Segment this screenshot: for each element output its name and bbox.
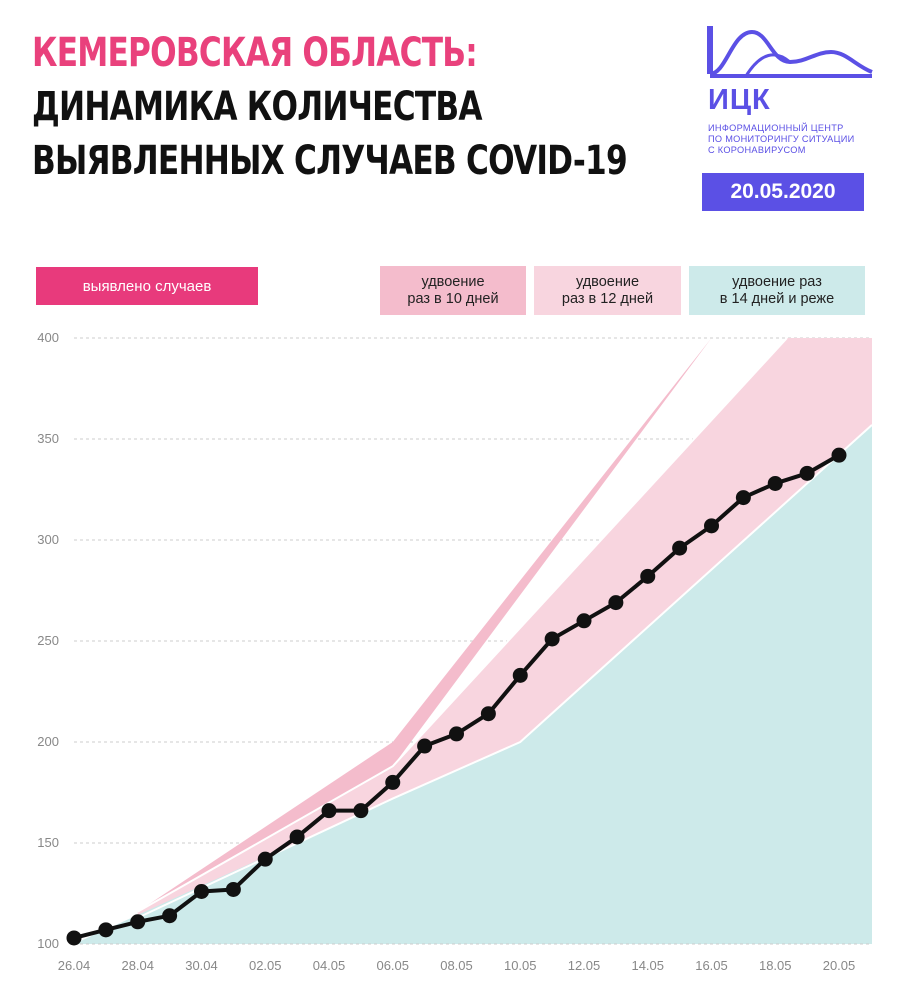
legend-line: раз в 10 дней (407, 290, 499, 307)
logo-subtitle-line: С КОРОНАВИРУСОМ (708, 145, 806, 155)
logo-name: ИЦК (708, 84, 771, 116)
legend-cases: выявлено случаев (36, 267, 258, 305)
data-point (672, 540, 688, 556)
data-point (66, 930, 82, 946)
y-tick-label: 150 (37, 835, 59, 850)
data-point (385, 774, 401, 790)
x-tick-label: 02.05 (249, 958, 282, 973)
logo-subtitle-line: ПО МОНИТОРИНГУ СИТУАЦИИ (708, 134, 855, 144)
x-tick-label: 04.05 (313, 958, 346, 973)
x-tick-label: 30.04 (185, 958, 218, 973)
data-point (225, 881, 241, 897)
x-tick-label: 08.05 (440, 958, 473, 973)
title-line-2: ДИНАМИКА КОЛИЧЕСТВА (32, 84, 482, 130)
title-region: КЕМЕРОВСКАЯ ОБЛАСТЬ: (32, 30, 478, 76)
x-tick-label: 26.04 (58, 958, 91, 973)
y-tick-label: 100 (37, 936, 59, 951)
data-point (735, 490, 751, 506)
legend-line: раз в 12 дней (561, 290, 654, 307)
data-point (640, 568, 656, 584)
data-point (353, 803, 369, 819)
x-tick-label: 14.05 (631, 958, 664, 973)
x-tick-label: 28.04 (121, 958, 154, 973)
mountain-logo-icon (707, 26, 873, 78)
x-tick-label: 16.05 (695, 958, 728, 973)
legend-line: в 14 дней и реже (719, 290, 835, 307)
y-tick-label: 200 (37, 734, 59, 749)
y-tick-label: 350 (37, 431, 59, 446)
data-point (321, 803, 337, 819)
data-point (417, 738, 433, 754)
band-doubling-12 (137, 338, 872, 916)
legend-line: удвоение раз (732, 273, 822, 290)
legend-line: удвоение (575, 273, 640, 290)
x-tick-label: 10.05 (504, 958, 537, 973)
title-line-3: ВЫЯВЛЕННЫХ СЛУЧАЕВ COVID-19 (32, 138, 628, 184)
band-separator (137, 337, 788, 913)
y-tick-label: 250 (37, 633, 59, 648)
band-doubling-14 (74, 424, 872, 944)
x-tick-label: 20.05 (823, 958, 856, 973)
data-point (130, 914, 146, 930)
x-tick-label: 06.05 (376, 958, 409, 973)
logo-subtitle-line: ИНФОРМАЦИОННЫЙ ЦЕНТР (708, 123, 844, 133)
data-point (544, 631, 560, 647)
legend-line: удвоение (421, 273, 485, 290)
legend-doubling-10: удвоение раз в 10 дней (380, 266, 526, 315)
data-point (162, 908, 178, 924)
date-badge: 20.05.2020 (702, 173, 864, 211)
y-tick-label: 400 (37, 330, 59, 345)
data-point (194, 883, 209, 899)
data-point (257, 851, 273, 867)
data-point (98, 922, 114, 938)
data-point (512, 667, 528, 683)
legend-doubling-14: удвоение раз в 14 дней и реже (689, 266, 865, 315)
data-point (704, 518, 719, 534)
data-point (767, 475, 783, 491)
y-tick-label: 300 (37, 532, 59, 547)
x-tick-label: 12.05 (568, 958, 601, 973)
data-point (576, 613, 592, 629)
data-point (608, 595, 624, 611)
data-point (289, 829, 305, 845)
ick-logo: ИЦК ИНФОРМАЦИОННЫЙ ЦЕНТР ПО МОНИТОРИНГУ … (706, 22, 876, 155)
legend-doubling-12: удвоение раз в 12 дней (534, 266, 681, 315)
data-point (799, 465, 815, 481)
data-point (480, 706, 496, 722)
chart-title: КЕМЕРОВСКАЯ ОБЛАСТЬ: ДИНАМИКА КОЛИЧЕСТВА… (32, 26, 628, 188)
logo-subtitle: ИНФОРМАЦИОННЫЙ ЦЕНТР ПО МОНИТОРИНГУ СИТУ… (708, 123, 883, 156)
data-point (449, 726, 464, 742)
x-tick-label: 18.05 (759, 958, 792, 973)
data-point (831, 447, 847, 463)
